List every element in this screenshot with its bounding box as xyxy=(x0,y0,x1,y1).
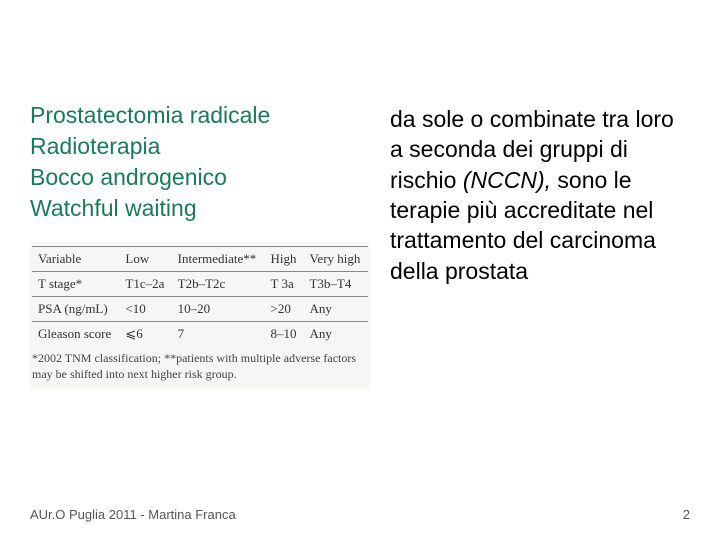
treatment-item: Watchful waiting xyxy=(30,193,370,224)
risk-table-wrap: Variable Low Intermediate** High Very hi… xyxy=(30,242,370,388)
treatment-item: Bocco androgenico xyxy=(30,162,370,193)
table-cell: >20 xyxy=(265,297,304,322)
table-cell: ⩽6 xyxy=(119,322,171,347)
col-header: Very high xyxy=(303,247,368,272)
table-cell: 7 xyxy=(172,322,265,347)
table-cell: 8–10 xyxy=(265,322,304,347)
page-number: 2 xyxy=(683,507,690,522)
treatment-list: Prostatectomia radicale Radioterapia Boc… xyxy=(30,100,370,224)
table-header-row: Variable Low Intermediate** High Very hi… xyxy=(32,247,368,272)
table-cell: T1c–2a xyxy=(119,272,171,297)
table-cell: Any xyxy=(303,322,368,347)
table-footnote: *2002 TNM classification; **patients wit… xyxy=(32,350,368,382)
table-cell: PSA (ng/mL) xyxy=(32,297,119,322)
slide: Prostatectomia radicale Radioterapia Boc… xyxy=(0,0,720,540)
footer-left: AUr.O Puglia 2011 - Martina Franca xyxy=(30,507,236,522)
table-cell: T 3a xyxy=(265,272,304,297)
body-text-italic: (NCCN), xyxy=(463,167,551,193)
col-header: High xyxy=(265,247,304,272)
treatment-item: Prostatectomia radicale xyxy=(30,100,370,131)
table-cell: T2b–T2c xyxy=(172,272,265,297)
table-cell: <10 xyxy=(119,297,171,322)
body-paragraph: da sole o combinate tra loro a seconda d… xyxy=(390,104,690,286)
table-cell: 10–20 xyxy=(172,297,265,322)
footer: AUr.O Puglia 2011 - Martina Franca 2 xyxy=(30,507,690,522)
col-header: Intermediate** xyxy=(172,247,265,272)
risk-table: Variable Low Intermediate** High Very hi… xyxy=(32,246,368,346)
table-cell: Gleason score xyxy=(32,322,119,347)
table-row: Gleason score ⩽6 7 8–10 Any xyxy=(32,322,368,347)
table-cell: Any xyxy=(303,297,368,322)
table-cell: T stage* xyxy=(32,272,119,297)
right-column: da sole o combinate tra loro a seconda d… xyxy=(390,100,690,540)
table-cell: T3b–T4 xyxy=(303,272,368,297)
col-header: Low xyxy=(119,247,171,272)
treatment-item: Radioterapia xyxy=(30,131,370,162)
table-row: PSA (ng/mL) <10 10–20 >20 Any xyxy=(32,297,368,322)
left-column: Prostatectomia radicale Radioterapia Boc… xyxy=(30,100,370,540)
table-row: T stage* T1c–2a T2b–T2c T 3a T3b–T4 xyxy=(32,272,368,297)
col-header: Variable xyxy=(32,247,119,272)
